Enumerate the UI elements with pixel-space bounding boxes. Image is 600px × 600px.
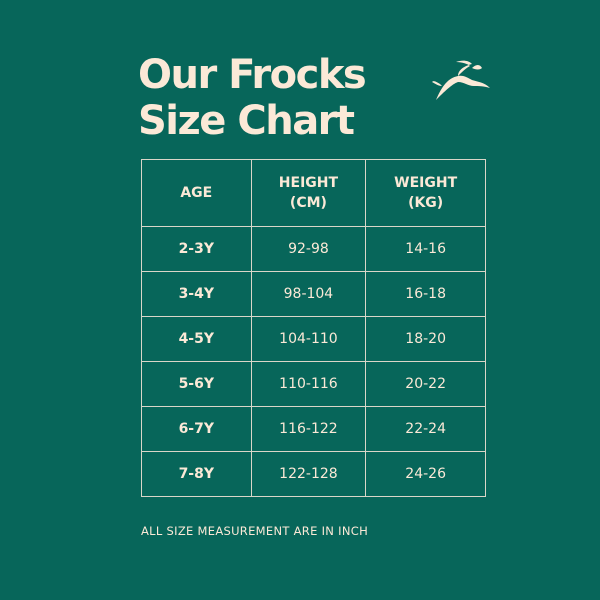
cell-weight: 16-18	[365, 271, 486, 317]
cell-height: 110-116	[250, 361, 367, 407]
table-row: 7-8Y 122-128 24-26	[141, 451, 486, 497]
table-row: 6-7Y 116-122 22-24	[141, 406, 486, 452]
cell-height: 104-110	[250, 316, 367, 362]
measurement-note: ALL SIZE MEASUREMENT ARE IN INCH	[141, 524, 369, 538]
cell-age: 7-8Y	[141, 451, 252, 497]
cell-height: 122-128	[250, 451, 367, 497]
cell-weight: 18-20	[365, 316, 486, 362]
cell-weight: 24-26	[365, 451, 486, 497]
size-chart-table: AGE HEIGHT (CM) WEIGHT (KG) 2-3Y 92-98 14-16…	[141, 159, 486, 497]
cell-weight: 14-16	[365, 226, 486, 272]
table-header-row: AGE HEIGHT (CM) WEIGHT (KG)	[141, 159, 486, 227]
header-age: AGE	[141, 159, 252, 227]
cell-age: 6-7Y	[141, 406, 252, 452]
cell-age: 2-3Y	[141, 226, 252, 272]
table-row: 2-3Y 92-98 14-16	[141, 226, 486, 272]
cell-height: 98-104	[250, 271, 367, 317]
table-row: 3-4Y 98-104 16-18	[141, 271, 486, 317]
cell-weight: 22-24	[365, 406, 486, 452]
cell-age: 3-4Y	[141, 271, 252, 317]
header-height: HEIGHT (CM)	[250, 159, 367, 227]
header-weight: WEIGHT (KG)	[365, 159, 486, 227]
table-row: 4-5Y 104-110 18-20	[141, 316, 486, 362]
title-line-2: Size Chart	[138, 98, 355, 144]
page-title: Our Frocks Size Chart	[138, 52, 367, 144]
rabbit-logo-icon	[432, 60, 490, 100]
title-line-1: Our Frocks	[138, 52, 367, 98]
table-row: 5-6Y 110-116 20-22	[141, 361, 486, 407]
cell-age: 5-6Y	[141, 361, 252, 407]
cell-height: 116-122	[250, 406, 367, 452]
cell-weight: 20-22	[365, 361, 486, 407]
cell-height: 92-98	[250, 226, 367, 272]
cell-age: 4-5Y	[141, 316, 252, 362]
